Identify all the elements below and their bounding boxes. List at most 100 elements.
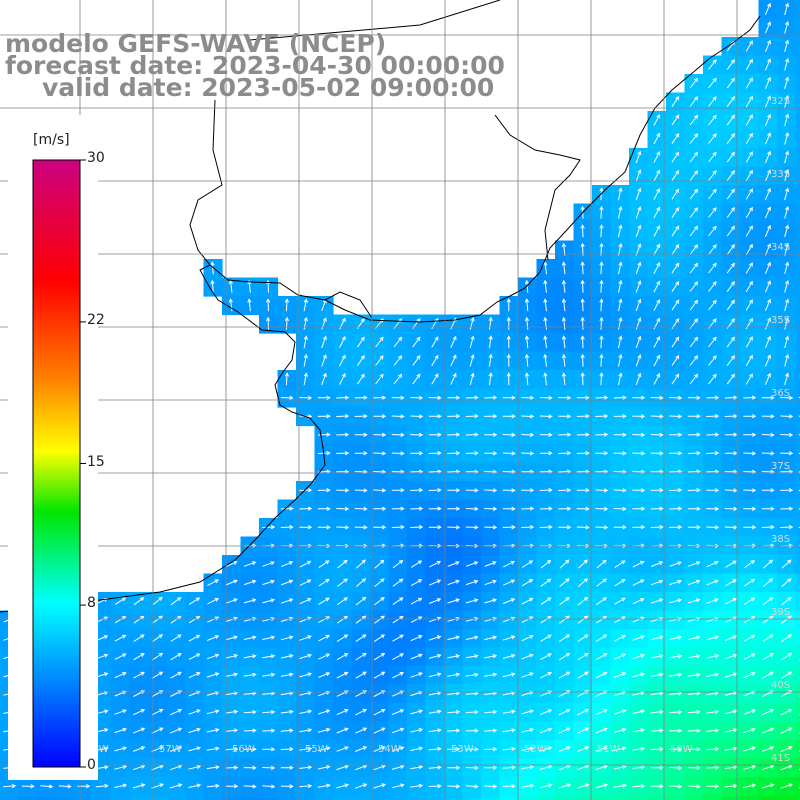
wind-arrow — [689, 151, 699, 163]
wind-arrow — [484, 432, 498, 437]
wind-arrow — [780, 652, 793, 661]
wind-arrow — [595, 395, 609, 400]
wind-arrow — [188, 672, 201, 679]
wind-arrow — [355, 615, 367, 624]
wind-arrow — [689, 133, 699, 144]
wind-arrow — [484, 506, 498, 512]
wind-arrow — [784, 224, 790, 238]
wind-arrow — [745, 225, 753, 237]
wind-arrow — [706, 616, 719, 623]
wind-arrow — [133, 653, 145, 661]
wind-arrow — [595, 634, 608, 642]
wind-arrow — [299, 598, 312, 605]
wind-cell — [388, 795, 408, 800]
wind-arrow — [450, 354, 457, 367]
wind-arrow — [784, 57, 790, 71]
wind-arrow — [280, 598, 294, 604]
wind-arrow — [299, 653, 312, 660]
wind-arrow — [543, 372, 548, 386]
wind-arrow — [392, 559, 404, 569]
wind-arrow — [262, 709, 276, 715]
wind-arrow — [561, 335, 567, 349]
wind-arrow — [650, 579, 664, 586]
wind-arrow — [503, 561, 516, 568]
wind-arrow — [669, 747, 683, 752]
wind-arrow — [428, 451, 442, 456]
wind-arrow — [521, 746, 535, 751]
wind-arrow — [743, 597, 756, 605]
wind-arrow — [726, 225, 735, 237]
wind-arrow — [577, 708, 590, 716]
wind-cell — [795, 444, 800, 464]
wind-arrow — [543, 316, 548, 330]
wind-arrow — [373, 709, 386, 716]
wind-arrow — [225, 746, 239, 752]
wind-arrow — [781, 596, 792, 606]
wind-arrow — [262, 728, 276, 733]
wind-cell — [795, 777, 800, 797]
wind-arrow — [539, 764, 553, 770]
wind-arrow — [635, 169, 642, 182]
wind-arrow — [577, 559, 588, 569]
wind-arrow — [225, 709, 239, 714]
wind-arrow — [447, 395, 461, 400]
wind-arrow — [650, 414, 664, 419]
wind-arrow — [764, 132, 771, 145]
wind-arrow — [188, 746, 202, 752]
wind-arrow — [465, 506, 479, 512]
wind-arrow — [484, 451, 498, 456]
wind-arrow — [745, 151, 753, 163]
wind-cell — [795, 74, 800, 94]
wind-arrow — [354, 451, 368, 456]
wind-arrow — [653, 354, 661, 367]
wind-arrow — [764, 76, 771, 89]
wind-arrow — [188, 597, 201, 605]
wind-arrow — [299, 728, 313, 733]
wind-arrow — [521, 451, 535, 456]
wind-arrow — [262, 561, 275, 567]
wind-arrow — [635, 372, 642, 386]
wind-arrow — [373, 671, 386, 679]
wind-arrow — [726, 114, 735, 126]
wind-cell — [481, 795, 501, 800]
wind-arrow — [284, 298, 290, 312]
wind-arrow — [188, 634, 201, 642]
wind-arrow — [337, 597, 348, 606]
wind-arrow — [708, 262, 717, 274]
valid-date: valid date: 2023-05-02 09:00:00 — [42, 73, 495, 102]
wind-cell — [203, 795, 223, 800]
wind-arrow — [410, 727, 424, 733]
wind-cell — [536, 795, 556, 800]
wind-arrow — [558, 746, 571, 752]
wind-cell — [795, 166, 800, 186]
wind-arrow — [780, 708, 793, 716]
wind-arrow — [689, 207, 699, 218]
wind-arrow — [170, 671, 182, 679]
wind-arrow — [687, 709, 701, 715]
wind-arrow — [576, 432, 590, 437]
wind-arrow — [764, 39, 771, 52]
wind-arrow — [669, 414, 683, 419]
wind-arrow — [706, 432, 720, 437]
wind-arrow — [502, 525, 516, 530]
wind-arrow — [613, 432, 627, 437]
wind-arrow — [632, 414, 646, 419]
wind-arrow — [188, 783, 202, 788]
wind-arrow — [132, 783, 146, 789]
wind-cell — [795, 481, 800, 501]
wind-arrow — [465, 579, 479, 586]
wind-cell — [277, 795, 297, 800]
wind-arrow — [503, 579, 516, 586]
wind-arrow — [632, 451, 646, 456]
wind-arrow — [484, 728, 498, 733]
wind-arrow — [762, 596, 774, 606]
wind-arrow — [577, 671, 589, 679]
lon-label: 55W — [305, 744, 328, 755]
wind-arrow — [280, 709, 294, 714]
wind-arrow — [743, 634, 756, 642]
wind-arrow — [689, 114, 699, 126]
lat-label: 38S — [771, 534, 790, 545]
wind-arrow — [632, 525, 646, 530]
wind-arrow — [745, 77, 753, 89]
